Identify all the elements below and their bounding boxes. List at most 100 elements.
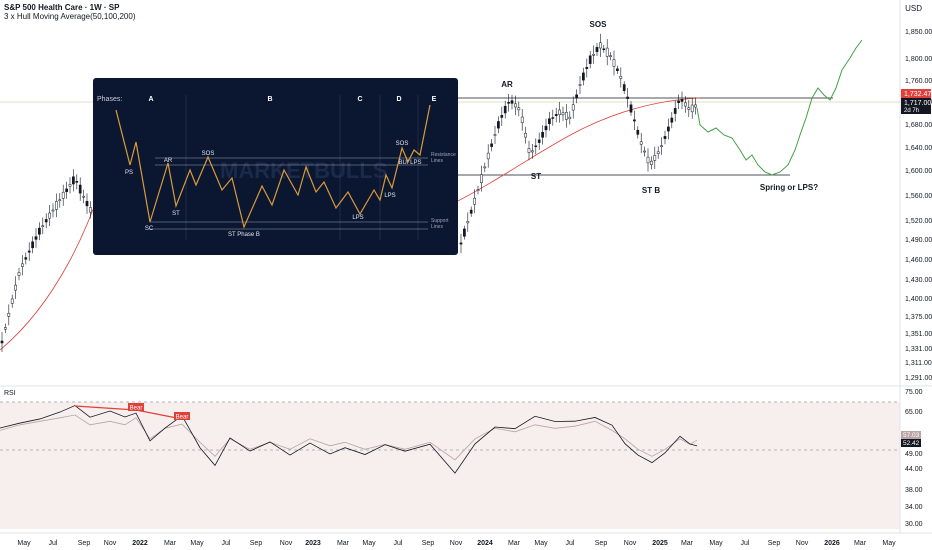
candle-body [4,327,7,330]
candle-body [680,99,684,102]
candle-body [507,102,510,104]
candle-body [558,109,561,115]
time-tick-label: May [17,540,31,547]
rsi-legend[interactable]: RSI [4,390,16,397]
time-tick-label: 2026 [824,540,840,547]
rsi-tick-label: 38.00 [905,487,923,494]
time-tick-label: Mar [854,540,867,547]
label-sc: SC [145,226,154,232]
candle-body [466,221,470,224]
rsi-tick-label: 65.00 [905,409,923,416]
candle-body [51,209,55,212]
label-lps-d: LPS [384,193,395,199]
price-axis[interactable]: 1,850.001,800.001,760.001,720.001,680.00… [905,29,932,382]
currency-label[interactable]: USD [905,4,922,13]
candle-body [514,103,517,108]
candle-body [89,207,92,213]
candle-body [44,219,48,223]
candle-body [548,118,551,124]
price-tick-label: 1,490.00 [905,237,932,244]
candle-body [500,115,504,118]
candle-body [653,155,657,161]
label-lps-c: LPS [352,215,363,221]
label-st: ST [172,211,180,217]
candle-body [670,117,674,123]
candle-body [646,156,650,164]
price-tick-label: 1,311.00 [905,360,932,367]
candle-body [694,104,697,108]
time-tick-label: Jul [741,540,750,547]
candle-body [72,176,75,185]
candle-body [588,55,592,64]
rsi-ma-line [0,414,698,461]
time-tick-label: May [709,540,723,547]
time-tick-label: May [534,540,548,547]
candle-body [469,209,473,214]
candle-body [551,117,555,119]
candle-body [554,114,558,116]
candle-body [31,241,34,249]
candle-body [520,116,524,124]
candle-body [636,129,640,135]
current-price-tag [901,98,931,114]
price-tick-label: 1,850.00 [905,29,932,36]
bear-label [128,403,144,411]
indicator-legend[interactable]: 3 x Hull Moving Average(50,100,200) [4,12,136,21]
time-tick-label: Sep [422,540,435,547]
candle-body [68,184,72,187]
candle-body [684,102,687,107]
candle-body [48,212,51,219]
candle-body [643,150,646,153]
candle-body [34,236,38,240]
price-tick-label: 1,520.00 [905,218,932,225]
candle-body [61,191,65,199]
inset-bg [93,78,458,255]
time-tick-label: 2025 [652,540,668,547]
candle-body [510,100,514,104]
candle-body [58,199,62,202]
candle-body [599,42,602,49]
price-tick-label: 1,560.00 [905,193,932,200]
candle-body [0,340,4,344]
candle-body [677,100,680,103]
candle-body [585,67,589,69]
candlestick-series [0,33,697,352]
candle-body [612,59,616,67]
candle-body [497,121,500,129]
time-tick-label: May [190,540,204,547]
candle-body [483,166,487,169]
candle-body [537,139,541,143]
rsi-tick-label: 30.00 [905,521,923,528]
time-tick-label: 2023 [305,540,321,547]
candle-body [463,228,466,237]
candle-body [21,263,24,267]
time-tick-label: Mar [681,540,694,547]
candle-body [582,72,585,81]
candle-body [480,174,483,184]
candle-body [633,119,636,122]
time-tick-label: May [362,540,376,547]
time-tick-label: Sep [250,540,263,547]
candle-body [55,201,58,210]
candle-body [673,108,677,114]
time-tick-label: Jul [49,540,58,547]
candle-body [65,188,68,193]
time-axis[interactable]: May Jul Sep Nov 2022 Mar May Jul Sep Nov 2023 Mar Ma… [17,540,896,547]
rsi-axis[interactable]: 75.00 65.00 49.00 44.00 38.00 34.00 30.00 [905,389,923,528]
candle-body [619,76,623,79]
candle-body [629,104,633,113]
annotation-st-b: ST B [642,186,660,195]
phase-d: D [396,96,401,103]
time-tick-label: Mar [164,540,177,547]
candle-body [75,181,79,183]
label-ar: AR [164,158,173,164]
phase-e: E [432,96,437,103]
price-tick-label: 1,400.00 [905,296,932,303]
rsi-tick-label: 75.00 [905,389,923,396]
price-tick-label: 1,800.00 [905,56,932,63]
time-tick-label: Jul [394,540,403,547]
candle-body [527,148,531,153]
candle-body [459,242,463,245]
candle-body [27,250,31,253]
